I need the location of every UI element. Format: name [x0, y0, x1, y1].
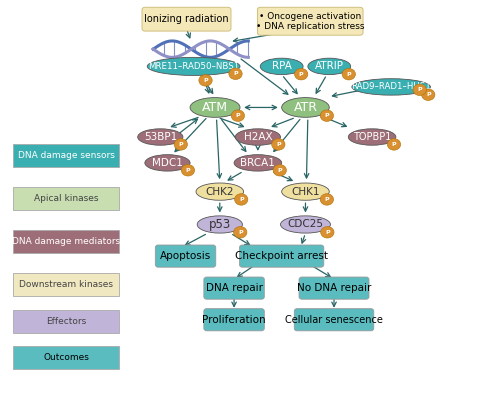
Text: CHK1: CHK1 [291, 187, 319, 197]
FancyBboxPatch shape [13, 346, 119, 369]
Text: RPA: RPA [272, 61, 292, 71]
FancyBboxPatch shape [155, 245, 216, 267]
FancyBboxPatch shape [204, 309, 264, 331]
Text: P: P [239, 197, 244, 202]
Text: DNA damage mediators: DNA damage mediators [12, 237, 120, 246]
Text: ATRIP: ATRIP [315, 61, 344, 71]
Circle shape [387, 139, 401, 150]
Text: P: P [426, 92, 431, 97]
Circle shape [321, 227, 334, 238]
Text: P: P [392, 142, 396, 147]
Text: P: P [186, 168, 190, 173]
Circle shape [174, 139, 187, 150]
Text: P: P [346, 72, 351, 77]
FancyBboxPatch shape [13, 273, 119, 296]
Text: Apical kinases: Apical kinases [34, 194, 98, 203]
Text: p53: p53 [208, 218, 231, 231]
FancyBboxPatch shape [13, 230, 119, 253]
Text: No DNA repair: No DNA repair [297, 283, 371, 293]
Circle shape [422, 89, 435, 101]
Text: P: P [203, 78, 208, 83]
Ellipse shape [145, 154, 190, 171]
Ellipse shape [281, 183, 329, 200]
Ellipse shape [352, 79, 431, 95]
Text: P: P [276, 142, 281, 147]
FancyBboxPatch shape [240, 245, 324, 267]
Circle shape [413, 84, 426, 96]
Text: P: P [325, 230, 330, 235]
Circle shape [199, 75, 212, 86]
Circle shape [181, 164, 195, 176]
Circle shape [295, 68, 308, 80]
Ellipse shape [147, 57, 240, 75]
Text: ATM: ATM [202, 101, 228, 114]
Text: P: P [238, 230, 243, 235]
Text: CDC25: CDC25 [287, 220, 323, 229]
Circle shape [234, 227, 247, 238]
Circle shape [235, 194, 248, 205]
Ellipse shape [348, 129, 396, 145]
Ellipse shape [281, 98, 329, 117]
Text: CHK2: CHK2 [206, 187, 234, 197]
Text: RAD9–RAD1–HUS1: RAD9–RAD1–HUS1 [351, 82, 431, 91]
FancyBboxPatch shape [294, 309, 374, 331]
Ellipse shape [196, 183, 244, 200]
Text: DNA repair: DNA repair [206, 283, 262, 293]
Text: ATR: ATR [294, 101, 318, 114]
Text: MRE11–RAD50–NBS1: MRE11–RAD50–NBS1 [148, 62, 239, 71]
Text: Outcomes: Outcomes [43, 353, 89, 362]
FancyBboxPatch shape [13, 144, 119, 166]
Text: H2AX: H2AX [244, 132, 272, 142]
Circle shape [320, 110, 334, 122]
Text: Proliferation: Proliferation [202, 315, 266, 325]
Ellipse shape [281, 216, 331, 233]
FancyBboxPatch shape [258, 7, 363, 35]
Text: P: P [324, 113, 329, 118]
FancyBboxPatch shape [13, 310, 119, 333]
Text: P: P [178, 142, 183, 147]
Circle shape [229, 68, 242, 80]
Ellipse shape [308, 58, 351, 75]
Text: • Oncogene activation
• DNA replication stress: • Oncogene activation • DNA replication … [256, 12, 364, 31]
FancyBboxPatch shape [299, 277, 369, 299]
Text: DNA damage sensors: DNA damage sensors [18, 150, 115, 159]
Ellipse shape [190, 98, 240, 117]
Circle shape [320, 194, 334, 205]
Text: P: P [233, 71, 238, 76]
Text: 53BP1: 53BP1 [144, 132, 177, 142]
Text: P: P [236, 113, 240, 118]
Text: Ionizing radiation: Ionizing radiation [144, 14, 229, 24]
Text: Apoptosis: Apoptosis [160, 251, 211, 261]
Text: Downstream kinases: Downstream kinases [19, 280, 113, 289]
Text: TOPBP1: TOPBP1 [353, 132, 391, 142]
Ellipse shape [138, 129, 183, 145]
Text: P: P [299, 72, 303, 77]
Ellipse shape [260, 58, 303, 75]
Circle shape [272, 139, 285, 150]
Text: BRCA1: BRCA1 [241, 158, 275, 168]
Text: P: P [278, 168, 282, 173]
Text: P: P [417, 87, 422, 92]
FancyBboxPatch shape [204, 277, 264, 299]
FancyBboxPatch shape [142, 7, 231, 31]
Text: Effectors: Effectors [46, 317, 87, 326]
Circle shape [342, 68, 356, 80]
Text: Cellular senescence: Cellular senescence [285, 315, 383, 325]
Circle shape [273, 164, 286, 176]
Ellipse shape [197, 216, 243, 233]
FancyBboxPatch shape [13, 187, 119, 210]
Text: Checkpoint arrest: Checkpoint arrest [235, 251, 328, 261]
Ellipse shape [234, 154, 281, 171]
Circle shape [231, 110, 244, 122]
Ellipse shape [235, 129, 281, 145]
Text: P: P [324, 197, 329, 202]
Text: MDC1: MDC1 [152, 158, 183, 168]
